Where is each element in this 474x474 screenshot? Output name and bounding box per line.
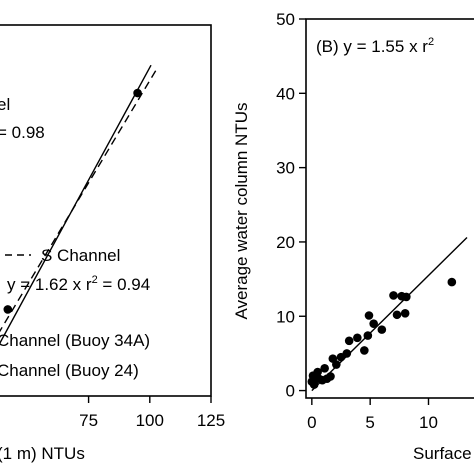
panel-b-data-point [326,372,335,381]
panel-b-y-tick-label: 40 [276,84,295,103]
panel-b-data-point [377,325,387,334]
label-buoy-34a: Channel (Buoy 34A) [0,331,150,350]
panel-b-y-tick-label: 50 [276,10,295,29]
panel-a-x-tick-label: 75 [79,411,98,430]
panel-b-data-point [447,277,457,287]
panel-b: 0 5 10 0 10 20 30 40 50 (B) y = 1.55 x r2 Averag… [232,10,474,463]
panel-b-data-point [392,310,402,320]
panel-a-x-tick-label: 100 [136,411,164,430]
legend-fragment-1: el [0,95,10,114]
panel-b-data-point [360,346,369,355]
panel-b-data-point [344,336,354,346]
panel-a-x-axis-label: (1 m) NTUs [0,444,85,463]
panel-b-y-tick-label: 30 [276,159,295,178]
panel-a-fit-line-dashed [0,67,158,333]
panel-b-data-point [313,367,322,377]
panel-b-y-tick-label: 20 [276,233,295,252]
panel-b-data-point [332,360,341,369]
panel-b-data-point [364,311,374,320]
panel-a-x-tick-label: 125 [197,411,225,430]
panel-a-data-point [3,305,13,314]
panel-b-title: (B) y = 1.55 x r2 [316,36,434,56]
panel-b-data-point [342,349,352,358]
panel-b-data-point [309,380,319,389]
panel-b-data-point [353,333,362,343]
panel-b-x-tick-label: 5 [365,413,374,432]
panel-b-x-tick-label: 0 [307,413,316,432]
panel-a-frame [0,24,212,397]
label-buoy-24: Channel (Buoy 24) [0,361,139,380]
panel-b-y-tick-label: 10 [276,307,295,326]
s-channel-equation: y = 1.62 x r2 = 0.94 [7,274,150,294]
panel-b-data-point [369,319,378,328]
panel-b-frame [305,18,474,399]
panel-b-data-point [320,363,329,373]
panel-b-y-tick-label: 0 [286,382,295,401]
panel-b-y-axis-label: Average water column NTUs [232,103,251,320]
panel-b-data-point [402,292,411,302]
s-channel-label: S Channel [41,246,120,265]
panel-a-data-point [133,88,142,98]
legend-fragment-2: = 0.98 [0,123,45,142]
panel-b-x-tick-label: 10 [419,413,438,432]
panel-b-data-point [389,291,398,300]
panel-a: 75 100 125 el = 0.98 S Channel y = 1.62 x … [0,24,225,463]
panel-b-data-point [363,331,373,340]
panel-b-data-point [400,308,410,318]
panel-b-x-axis-label: Surface [413,444,472,463]
